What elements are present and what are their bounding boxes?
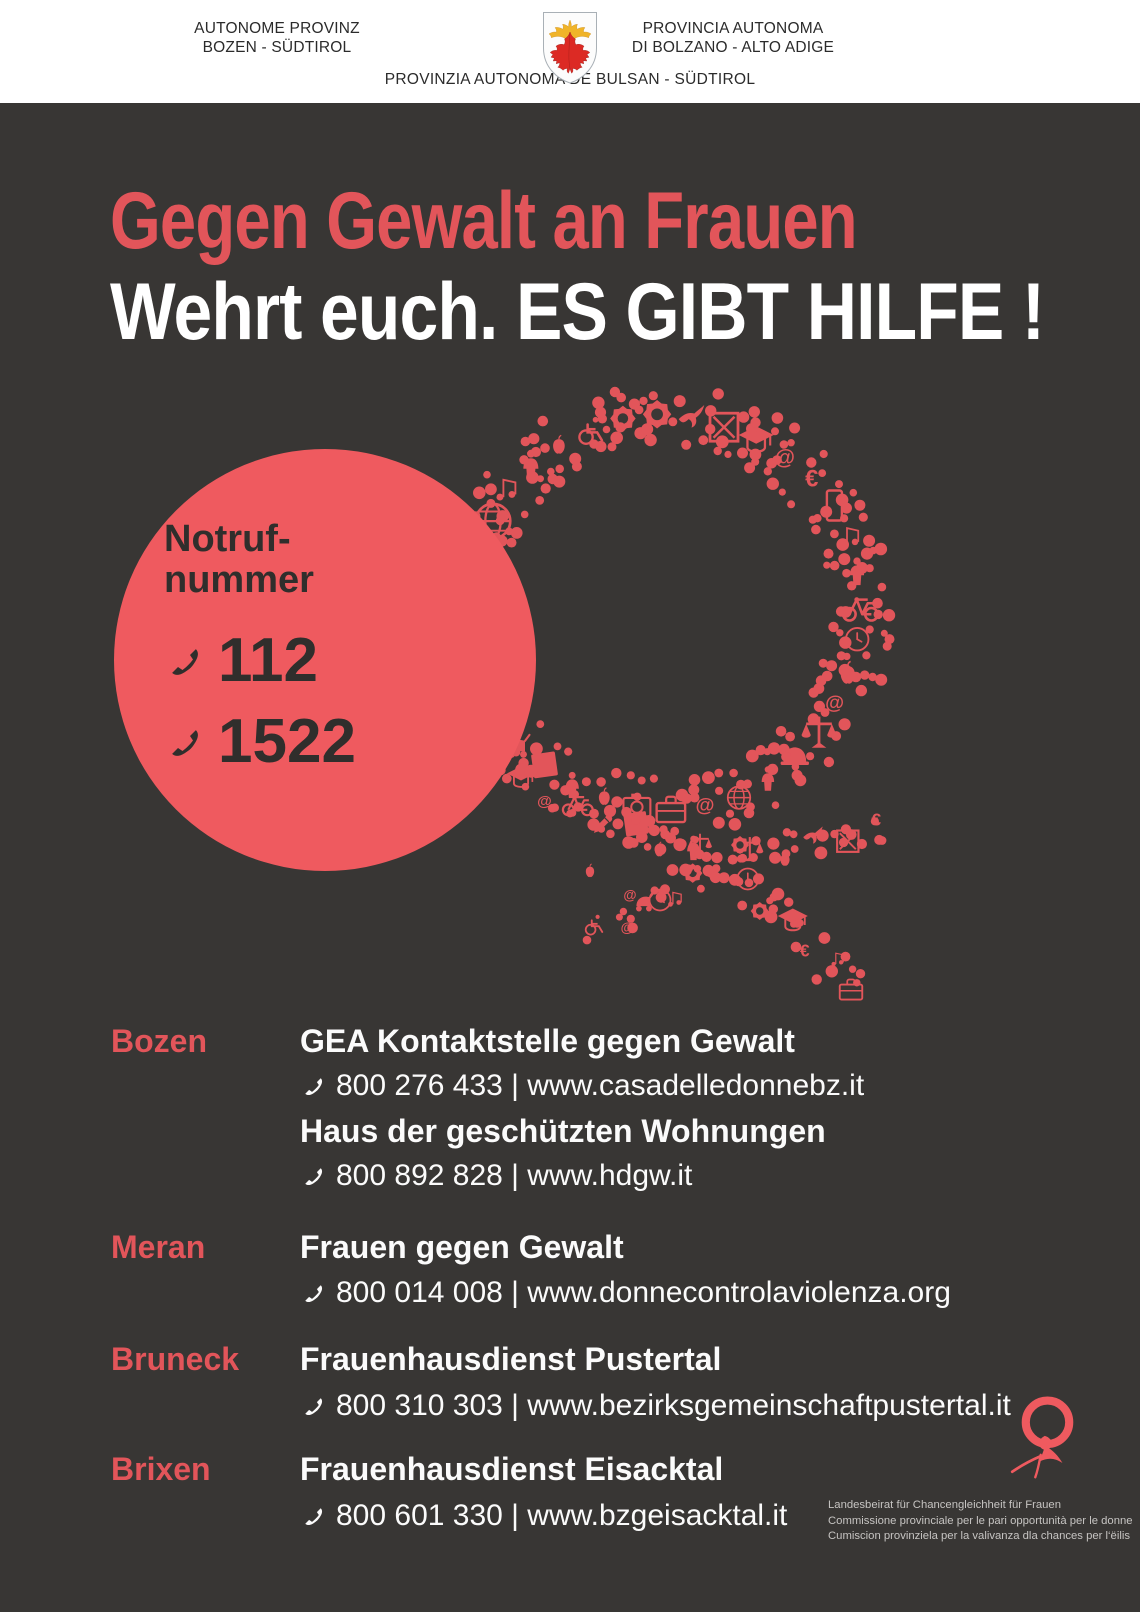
svg-text:@: @: [537, 793, 552, 810]
svg-text:€: €: [800, 941, 810, 961]
svg-text:@: @: [623, 888, 636, 903]
svg-text:€: €: [805, 466, 818, 493]
